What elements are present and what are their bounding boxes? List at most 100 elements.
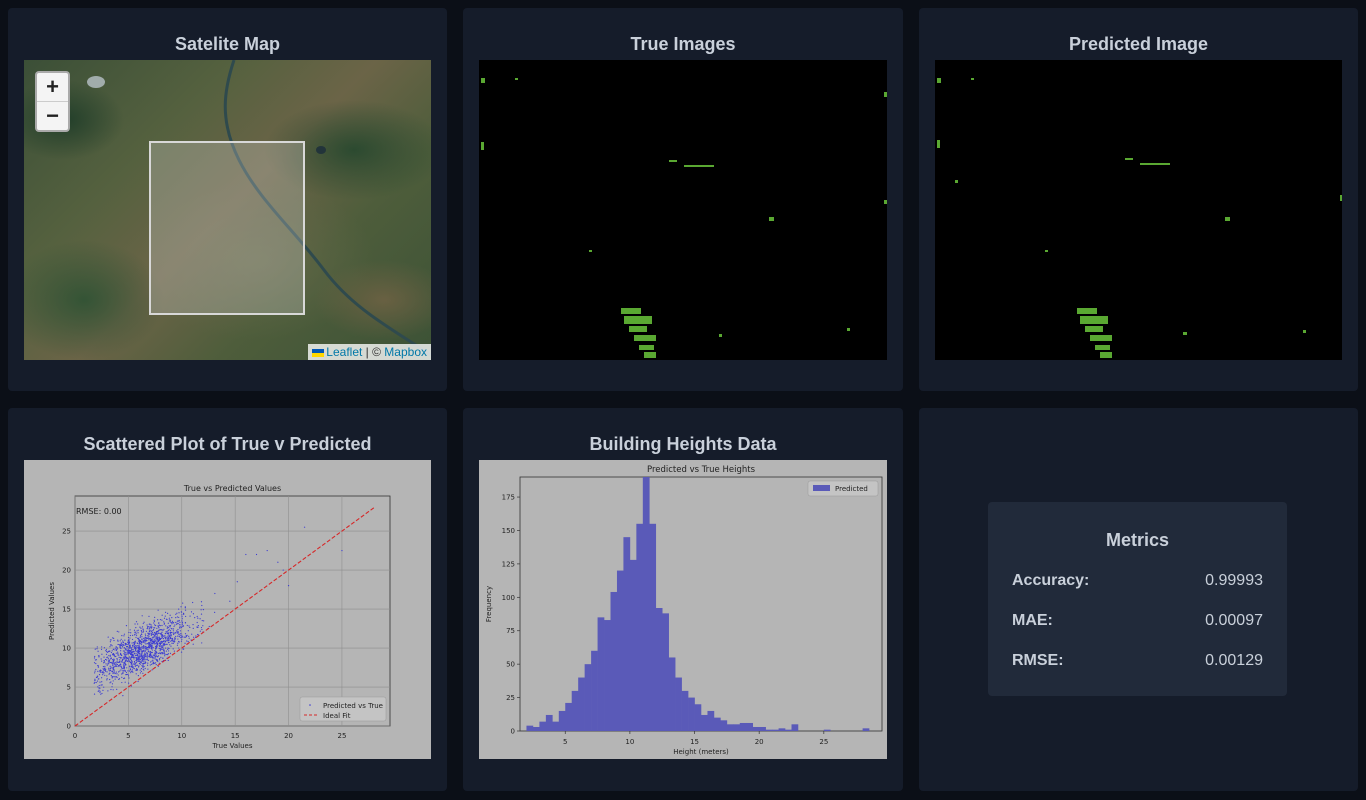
scatter-point	[138, 662, 141, 665]
scatter-point	[107, 651, 109, 653]
scatter-point	[104, 674, 106, 676]
scatter-point	[112, 658, 114, 661]
scatter-point	[116, 648, 118, 651]
scatter-point	[168, 625, 170, 627]
scatter-point	[146, 647, 148, 649]
histogram-bar	[604, 620, 611, 731]
scatter-point	[142, 628, 144, 630]
histogram-bar	[701, 714, 708, 731]
scatter-point	[113, 655, 115, 657]
scatter-point	[139, 643, 141, 645]
scatter-point	[135, 661, 138, 663]
card-title: Building Heights Data	[589, 434, 777, 454]
scatter-point	[142, 629, 144, 631]
scatter-point	[121, 660, 124, 662]
scatter-point	[131, 654, 133, 656]
scatter-point	[140, 634, 142, 636]
scatter-point	[109, 654, 112, 656]
scatter-point	[122, 695, 124, 697]
scatter-point	[148, 643, 151, 645]
satellite-map[interactable]: + − Leaflet | © Mapbox	[24, 60, 431, 360]
scatter-point	[114, 676, 116, 678]
scatter-point	[158, 629, 160, 631]
mapbox-link[interactable]: Mapbox	[384, 345, 427, 359]
scatter-point	[99, 690, 101, 692]
scatter-point	[135, 648, 137, 651]
scatter-point	[154, 656, 156, 659]
zoom-out-button[interactable]: −	[37, 101, 68, 130]
scatter-point	[113, 637, 115, 639]
scatter-point	[167, 636, 169, 638]
scatter-point	[119, 659, 121, 661]
scatter-point	[99, 671, 101, 673]
scatter-point	[145, 645, 147, 648]
scatter-point	[95, 681, 97, 684]
scatter-point	[97, 690, 99, 692]
scatter-point	[135, 656, 137, 659]
scatter-point	[157, 640, 159, 642]
scatter-point	[109, 665, 111, 667]
scatter-point	[145, 630, 147, 632]
scatter-point	[106, 664, 108, 666]
metric-label: Accuracy:	[1012, 572, 1090, 589]
scatter-point	[135, 636, 137, 638]
zoom-in-button[interactable]: +	[46, 74, 59, 99]
histogram-bar	[733, 724, 741, 731]
scatter-point	[181, 624, 183, 626]
scatter-point	[122, 641, 124, 643]
scatter-point	[138, 641, 141, 644]
scatter-point	[129, 646, 131, 648]
scatter-point	[98, 689, 100, 691]
scatter-point	[157, 625, 159, 627]
leaflet-link[interactable]: Leaflet	[326, 345, 363, 359]
scatter-point	[169, 644, 171, 646]
scatter-point	[184, 642, 186, 644]
scatter-point	[132, 656, 134, 658]
map-river-overlay	[87, 60, 431, 357]
histogram-bar	[655, 608, 663, 731]
histogram-bar	[591, 650, 598, 731]
histogram-bar	[649, 523, 657, 731]
scatter-point	[148, 615, 150, 617]
y-tick-label: 100	[502, 594, 515, 602]
scatter-point	[200, 601, 203, 603]
scatter-point	[145, 636, 147, 639]
scatter-point	[130, 670, 132, 672]
scatter-point	[148, 633, 150, 635]
scatter-point	[167, 626, 169, 629]
scatter-point	[202, 609, 205, 611]
scatter-point	[131, 669, 133, 671]
scatter-point	[100, 684, 102, 686]
scatter-point	[147, 635, 149, 637]
metrics-card: Metrics Accuracy: 0.99993 MAE: 0.00097 R…	[919, 408, 1358, 791]
scatter-point	[126, 651, 128, 653]
histogram-bar	[688, 697, 695, 731]
scatter-point	[180, 640, 183, 642]
scatter-point	[142, 666, 144, 669]
scatter-point	[112, 653, 114, 655]
scatter-point	[163, 617, 166, 619]
histogram-bar	[532, 726, 540, 731]
scatter-point	[181, 634, 183, 636]
scatter-point	[177, 628, 179, 631]
scatter-point	[118, 665, 120, 668]
scatter-point	[148, 642, 150, 644]
scatter-point	[107, 650, 110, 652]
scatter-point	[175, 613, 177, 615]
scatter-point	[131, 663, 133, 665]
scatter-point	[161, 641, 163, 643]
scatter-point	[152, 633, 154, 635]
scatter-point	[102, 665, 105, 668]
scatter-point	[126, 660, 128, 662]
scatter-point	[189, 615, 191, 617]
predicted-image-card: Predicted Image	[919, 8, 1358, 391]
scatter-point	[170, 621, 172, 624]
scatter-point	[97, 666, 100, 668]
selection-rectangle[interactable]	[149, 141, 305, 315]
scatter-point	[117, 639, 119, 641]
scatter-point	[148, 639, 150, 641]
scatter-point	[150, 645, 152, 647]
scatter-point	[162, 637, 165, 640]
scatter-point	[170, 635, 172, 637]
y-tick-label: 125	[502, 560, 515, 568]
